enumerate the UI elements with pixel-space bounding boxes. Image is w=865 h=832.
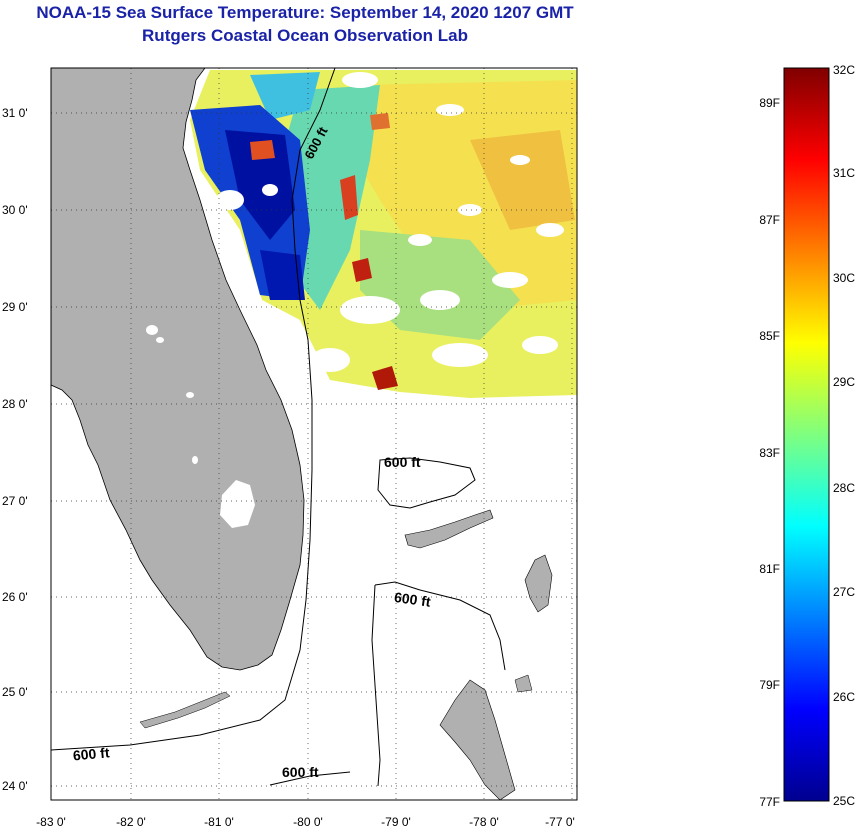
graticule — [51, 68, 577, 800]
colorbar-f-labels: 89F 87F 85F 83F 81F 79F 77F — [759, 96, 780, 809]
map-area — [51, 68, 577, 800]
c-label: 25C — [833, 794, 855, 808]
lake-okeechobee — [220, 480, 255, 528]
f-label: 85F — [759, 329, 780, 343]
map-title: NOAA-15 Sea Surface Temperature: Septemb… — [36, 3, 574, 22]
c-label: 30C — [833, 271, 855, 285]
lat-label: 24 0' — [2, 779, 28, 793]
lon-label: -81 0' — [204, 815, 234, 829]
lat-label: 31 0' — [2, 106, 28, 120]
lat-label: 26 0' — [2, 590, 28, 604]
abaco-island — [524, 554, 553, 613]
c-label: 27C — [833, 585, 855, 599]
c-label: 32C — [833, 63, 855, 77]
c-label: 29C — [833, 375, 855, 389]
lon-label: -80 0' — [293, 815, 323, 829]
lat-label: 29 0' — [2, 300, 28, 314]
map-subtitle: Rutgers Coastal Ocean Observation Lab — [142, 26, 468, 45]
lon-label: -82 0' — [116, 815, 146, 829]
lon-label: -83 0' — [36, 815, 66, 829]
lat-label: 30 0' — [2, 203, 28, 217]
map-frame — [50, 67, 578, 801]
c-label: 31C — [833, 166, 855, 180]
f-label: 81F — [759, 562, 780, 576]
f-label: 79F — [759, 678, 780, 692]
sst-swath — [190, 70, 577, 398]
grand-bahama — [404, 509, 494, 549]
isobath-label: 600 ft — [72, 744, 110, 763]
lon-label: -79 0' — [381, 815, 411, 829]
f-label: 87F — [759, 213, 780, 227]
lat-label: 28 0' — [2, 397, 28, 411]
lon-label: -77 0' — [545, 815, 575, 829]
colorbar-gradient — [783, 67, 830, 802]
longitude-labels: -83 0' -82 0' -81 0' -80 0' -79 0' -78 0… — [36, 815, 575, 829]
latitude-labels: 31 0' 30 0' 29 0' 28 0' 27 0' 26 0' 25 0… — [2, 106, 28, 793]
f-label: 77F — [759, 795, 780, 809]
isobaths — [51, 68, 506, 787]
isobath-label: 600 ft — [393, 589, 432, 610]
isobath-label: 600 ft — [384, 454, 421, 470]
isobath-label: 600 ft — [282, 764, 319, 780]
florida-keys — [139, 691, 231, 729]
lat-label: 27 0' — [2, 494, 28, 508]
f-label: 83F — [759, 446, 780, 460]
colorbar: 32C 31C 30C 29C 28C 27C 26C 25C 89F 87F … — [759, 63, 855, 809]
c-label: 28C — [833, 481, 855, 495]
andros-island — [439, 679, 516, 800]
colorbar-c-labels: 32C 31C 30C 29C 28C 27C 26C 25C — [833, 63, 855, 808]
lat-label: 25 0' — [2, 685, 28, 699]
c-label: 26C — [833, 690, 855, 704]
f-label: 89F — [759, 96, 780, 110]
lon-label: -78 0' — [469, 815, 499, 829]
